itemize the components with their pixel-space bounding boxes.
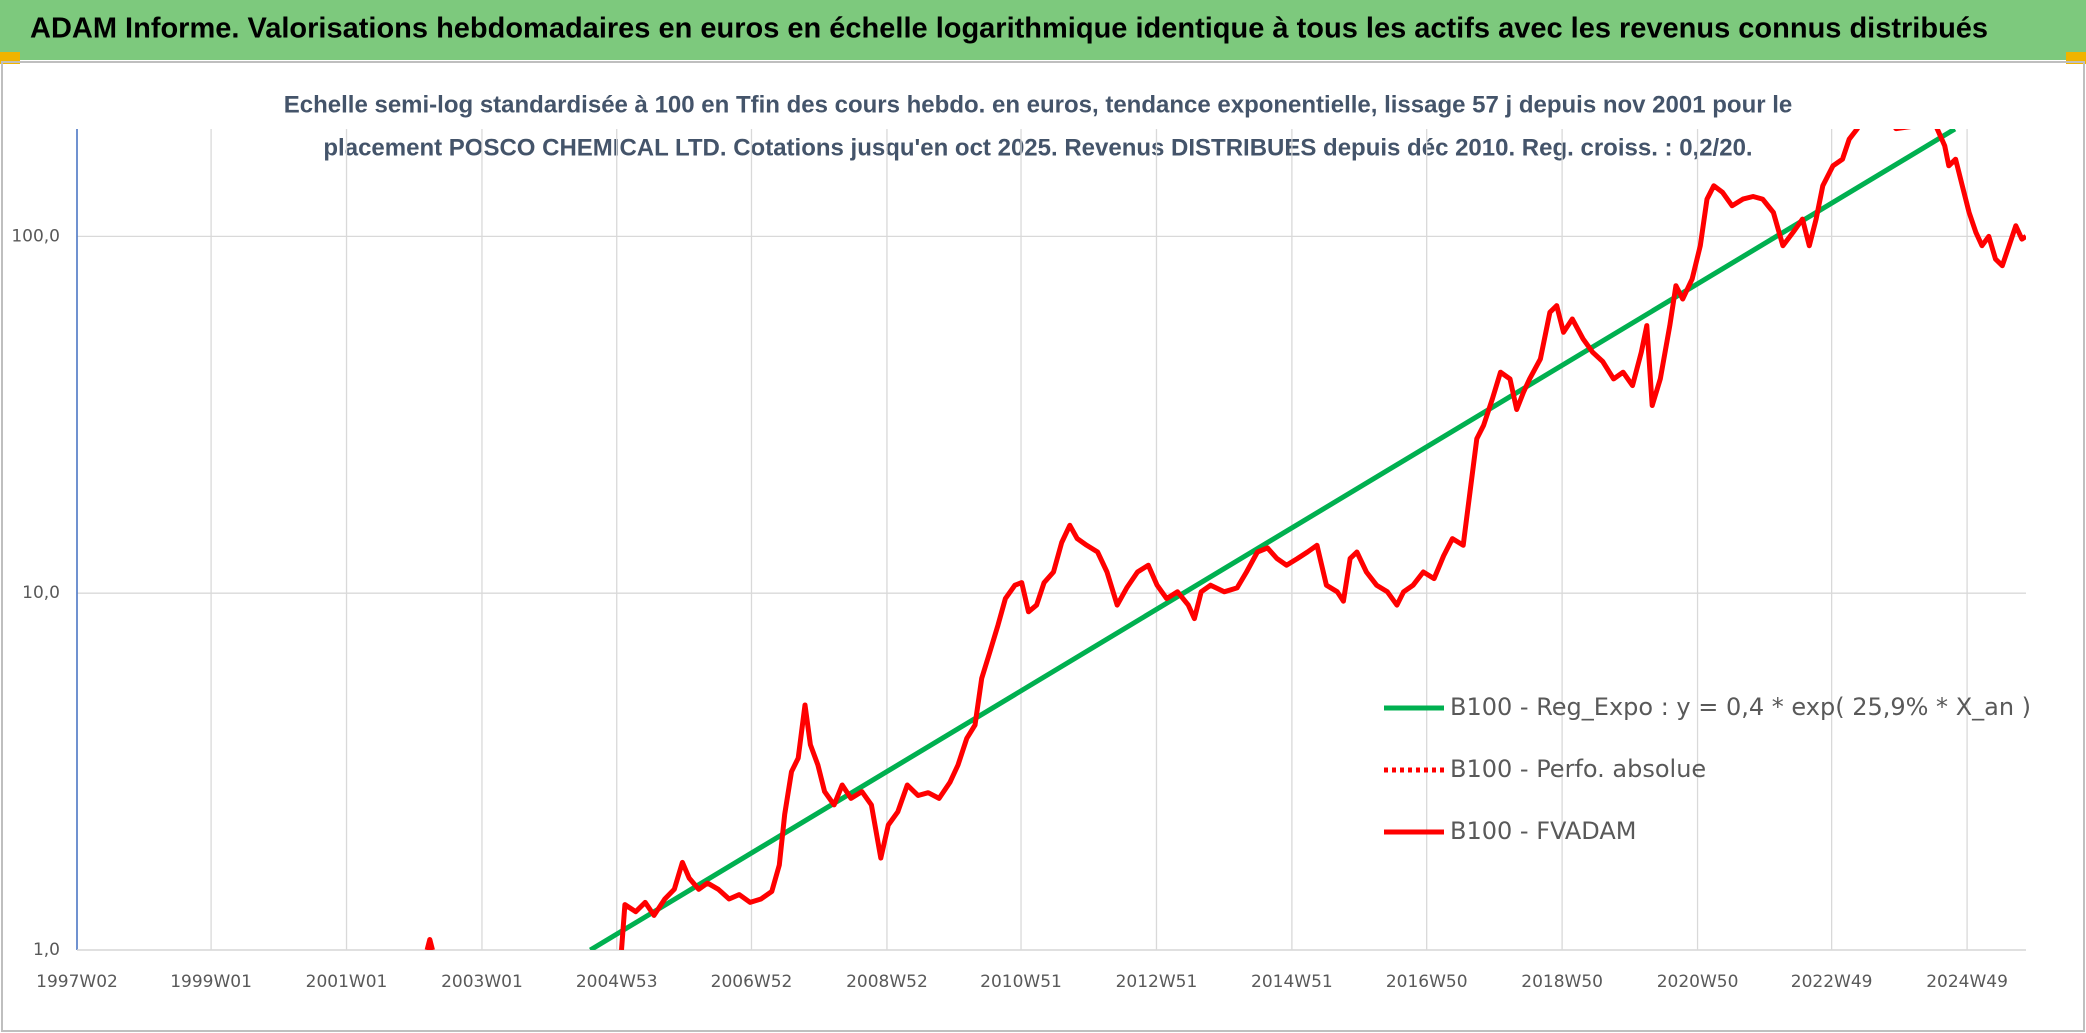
legend-label: B100 - FVADAM [1450,817,1636,845]
x-tick-label: 2022W49 [1791,972,1873,992]
x-tick-label: 2014W51 [1251,972,1333,992]
x-tick-label: 2003W01 [441,972,523,992]
x-tick-label: 2012W51 [1116,972,1198,992]
header-title: ADAM Informe. Valorisations hebdomadaire… [30,13,1988,45]
subtitle: Echelle semi-log standardisée à 100 en T… [284,91,1793,118]
x-tick-label: 2016W50 [1386,972,1468,992]
frame [1,61,2085,1032]
series-line [589,129,1957,950]
x-tick-label: 1999W01 [170,972,252,992]
y-tick-label: 1,0 [33,940,60,960]
x-tick-label: 2020W50 [1657,972,1739,992]
subtitle: placement POSCO CHEMICAL LTD. Cotations … [323,134,1752,161]
x-tick-label: 2004W53 [576,972,658,992]
legend-label: B100 - Perfo. absolue [1450,755,1706,783]
x-tick-label: 2006W52 [711,972,793,992]
x-tick-label: 2010W51 [980,972,1062,992]
series-line [424,129,2026,950]
x-tick-label: 2001W01 [306,972,388,992]
y-tick-label: 100,0 [11,226,60,246]
x-tick-label: 2024W49 [1926,972,2008,992]
y-tick-label: 10,0 [22,583,60,603]
x-tick-label: 2008W52 [846,972,928,992]
x-tick-label: 1997W02 [36,972,118,992]
x-tick-label: 2018W50 [1521,972,1603,992]
legend-label: B100 - Reg_Expo : y = 0,4 * exp( 25,9% *… [1450,693,2031,721]
header-bar [0,0,2086,60]
